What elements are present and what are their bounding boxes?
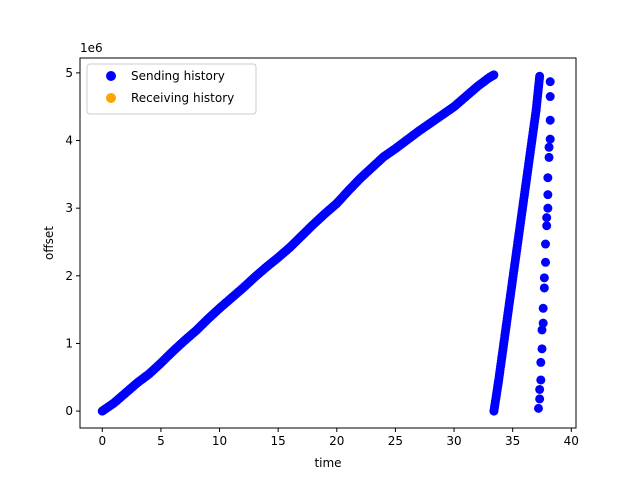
y-axis-ticks: 0 1 2 3 4 5 <box>65 66 80 418</box>
data-point <box>537 325 547 335</box>
data-point <box>542 221 552 231</box>
data-point <box>545 77 555 87</box>
data-point <box>538 303 548 313</box>
x-axis-ticks: 0 5 10 15 20 25 30 35 40 <box>98 428 579 448</box>
x-tick-label: 10 <box>212 434 227 448</box>
y-tick-label: 1 <box>65 336 73 350</box>
data-point <box>544 152 554 162</box>
legend-label-sending: Sending history <box>131 69 225 83</box>
data-point <box>535 71 545 81</box>
x-tick-label: 30 <box>446 434 461 448</box>
legend-label-receiving: Receiving history <box>131 91 234 105</box>
data-point <box>538 318 548 328</box>
x-axis-label: time <box>314 456 341 470</box>
y-tick-label: 0 <box>65 404 73 418</box>
data-point <box>545 115 555 125</box>
x-tick-label: 15 <box>271 434 286 448</box>
y-tick-label: 4 <box>65 134 73 148</box>
data-point <box>541 257 551 267</box>
data-point <box>535 384 545 394</box>
legend: Sending history Receiving history <box>86 63 257 115</box>
plot-area-frame <box>79 57 577 429</box>
y-axis-label: offset <box>42 226 56 260</box>
data-point <box>543 173 553 183</box>
x-tick-label: 20 <box>329 434 344 448</box>
legend-marker-receiving <box>106 93 116 103</box>
y-tick-label: 5 <box>65 66 73 80</box>
data-point <box>543 203 553 213</box>
y-axis-multiplier: 1e6 <box>80 41 103 55</box>
data-point <box>533 403 543 413</box>
data-point <box>545 134 555 144</box>
x-tick-label: 25 <box>388 434 403 448</box>
data-point <box>537 344 547 354</box>
data-point <box>539 283 549 293</box>
y-tick-label: 3 <box>65 201 73 215</box>
data-point <box>535 394 545 404</box>
x-tick-label: 35 <box>505 434 520 448</box>
data-point <box>536 375 546 385</box>
legend-marker-sending <box>106 71 116 81</box>
data-point <box>543 190 553 200</box>
x-tick-label: 40 <box>564 434 579 448</box>
y-tick-label: 2 <box>65 269 73 283</box>
data-point <box>539 273 549 283</box>
data-point <box>489 70 499 80</box>
x-tick-label: 0 <box>98 434 106 448</box>
data-point <box>545 92 555 102</box>
data-point <box>541 239 551 249</box>
plot-points-layer <box>97 70 555 416</box>
legend-box <box>86 63 257 115</box>
data-point <box>544 142 554 152</box>
data-point <box>542 213 552 223</box>
data-point <box>536 357 546 367</box>
x-tick-label: 5 <box>157 434 165 448</box>
